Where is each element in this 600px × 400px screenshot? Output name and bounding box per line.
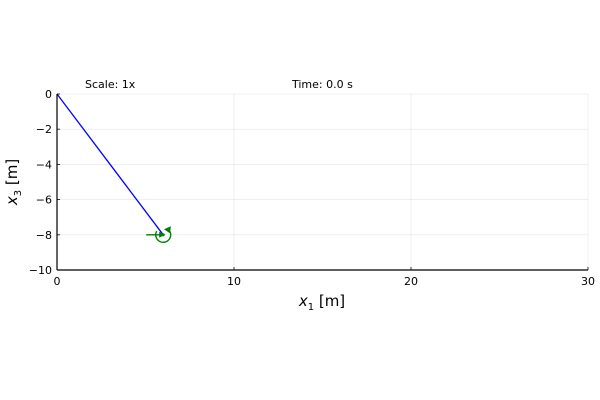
y-axis-label-unit: [m] (3, 159, 21, 190)
time-annotation: Time: 0.0 s (291, 78, 353, 91)
y-axis-label: x3 [m] (3, 159, 24, 206)
y-axis-label-base: x (3, 196, 21, 206)
y-tick-label-5: −10 (29, 264, 52, 277)
x-axis-label: x1 [m] (298, 292, 345, 313)
x-axis-label-sub: 1 (308, 302, 314, 313)
y-tick-label-4: −8 (36, 229, 52, 242)
y-tick-label-0: 0 (45, 88, 52, 101)
y-tick-label-3: −6 (36, 194, 52, 207)
scale-annotation: Scale: 1x (85, 78, 136, 91)
y-tick-label-1: −2 (36, 123, 52, 136)
x-tick-label-1: 10 (227, 275, 241, 288)
x-tick-label-2: 20 (404, 275, 418, 288)
x-tick-label-0: 0 (54, 275, 61, 288)
x-axis-label-base: x (298, 292, 308, 310)
rotation-arrow-head (163, 226, 171, 234)
grid-lines (56, 93, 589, 271)
pendulum-rod-line-0 (56, 93, 164, 236)
mass-center-dot (161, 233, 165, 237)
y-axis-label-sub: 3 (13, 190, 24, 196)
series-layer (56, 93, 164, 236)
axes: 0 10 20 30 0 −2 −4 −6 −8 −10 (29, 88, 595, 288)
y-tick-label-2: −4 (36, 158, 52, 171)
x-axis-label-unit: [m] (314, 292, 345, 310)
mass-marker (146, 226, 172, 243)
x-tick-label-3: 30 (581, 275, 595, 288)
